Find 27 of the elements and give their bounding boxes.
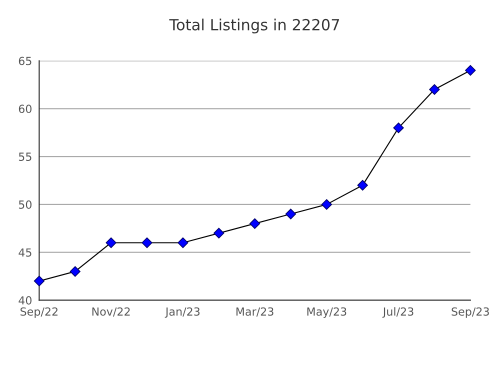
x-tick-label: Jul/23 [382, 307, 414, 318]
point [214, 228, 224, 238]
y-tick-label: 40 [18, 296, 32, 305]
chart-title: Total Listings in 22207 [169, 18, 340, 34]
x-tick-label: Mar/23 [236, 307, 274, 317]
point [285, 208, 296, 220]
point [249, 218, 260, 229]
point [106, 237, 116, 248]
x-tick-label: Jan/23 [164, 307, 200, 318]
x-tick-label: May/23 [307, 307, 346, 318]
x-tick-label: Nov/22 [92, 307, 130, 317]
point [393, 122, 404, 134]
point [142, 237, 152, 248]
y-tick-label: 50 [18, 200, 32, 209]
point [178, 237, 188, 248]
point [465, 65, 476, 76]
point [321, 199, 332, 210]
point [429, 84, 440, 95]
point [357, 180, 368, 191]
y-tick-label: 45 [18, 248, 32, 257]
point [34, 276, 45, 286]
x-tick-label: Sep/22 [20, 307, 58, 318]
y-tick-label: 65 [18, 56, 32, 66]
y-tick-label: 60 [18, 104, 32, 114]
y-tick-label: 55 [18, 152, 32, 161]
point [70, 266, 80, 277]
x-tick-label: Sep/23 [452, 307, 489, 318]
